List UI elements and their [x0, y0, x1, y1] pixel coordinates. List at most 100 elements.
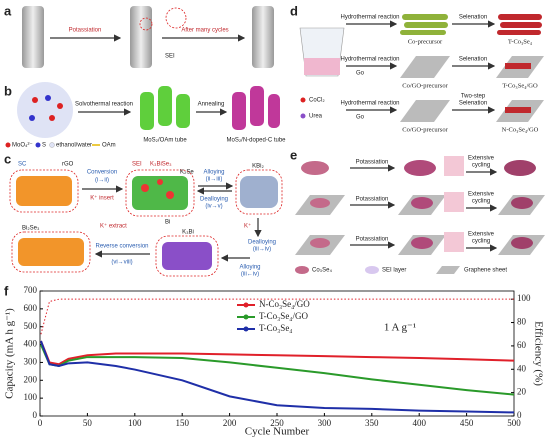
x-tick-label: 150 — [175, 418, 189, 428]
step-label: cycling — [472, 199, 490, 205]
label: K⁺ — [244, 223, 251, 230]
step-label: Potassiation — [356, 197, 389, 203]
step-label: Hydrothermal reaction — [340, 15, 399, 21]
magenta-tubes — [232, 86, 280, 130]
group — [9, 169, 79, 213]
caption: T-Co₃Se₄/GO — [502, 82, 538, 89]
legend-label: T-Co₃Se₄ — [259, 323, 292, 333]
tube — [252, 6, 274, 68]
panel-label: d — [290, 3, 298, 18]
panel-b: b Solvothermal reaction Annealing MoS₂/O… — [4, 82, 286, 149]
rods — [505, 107, 531, 113]
step-label: Hydrothermal reaction — [340, 101, 399, 107]
y2-tick-label: 40 — [517, 363, 527, 373]
panel-label: e — [290, 147, 297, 162]
x-tick-label: 450 — [460, 418, 474, 428]
caption: N-Co₃Se₄/GO — [502, 126, 539, 133]
legend-label: ethanol/water — [56, 143, 92, 149]
x-tick-label: 50 — [83, 418, 93, 428]
step-label: Selenation — [459, 15, 487, 21]
legend-icon — [35, 142, 41, 148]
y-tick-label: 400 — [24, 339, 38, 349]
row — [295, 192, 545, 215]
series-line — [40, 340, 515, 414]
row — [295, 232, 545, 255]
group — [235, 169, 283, 215]
row — [301, 156, 536, 176]
step-label: (i→ii) — [95, 178, 109, 184]
step-label: Annealing — [198, 102, 225, 108]
particles — [240, 176, 278, 208]
series-line — [40, 344, 515, 396]
step-label: Alloying — [239, 265, 260, 271]
panel-label: a — [4, 3, 12, 18]
label: SEI — [165, 54, 175, 60]
particles — [18, 238, 84, 266]
label: KBi₂ — [252, 164, 264, 170]
ion — [32, 97, 38, 103]
label: SC — [18, 162, 27, 168]
step-label: K⁺ insert — [90, 195, 114, 202]
y2-tick-label: 80 — [517, 317, 527, 327]
step-label: Extensive — [468, 192, 495, 198]
y-tick-label: 500 — [24, 321, 38, 331]
label: CoCl₂ — [309, 98, 325, 104]
x-tick-label: 500 — [507, 418, 521, 428]
x-tick-label: 250 — [270, 418, 284, 428]
legend-icon — [436, 266, 460, 274]
step-label: cycling — [472, 163, 490, 169]
step-label: Go — [356, 115, 365, 121]
molecule — [300, 97, 306, 103]
solution — [304, 58, 340, 75]
step-label: (iii←iv) — [241, 272, 259, 278]
group — [125, 169, 195, 217]
x-axis-label: Cycle Number — [245, 426, 310, 438]
y2-tick-label: 20 — [517, 387, 527, 397]
label: Bi₂Se₃ — [22, 226, 40, 232]
molecule — [300, 113, 306, 119]
label: K₃Bi — [182, 230, 194, 236]
step-label: cycling — [472, 239, 490, 245]
step-label: Potassiation — [356, 160, 389, 166]
caption: Co/GO-precursor — [402, 82, 448, 89]
y-tick-label: 200 — [24, 374, 38, 384]
caption: MoS₂/OAm tube — [143, 138, 187, 144]
sheet — [400, 56, 450, 78]
particle — [141, 184, 149, 192]
x-tick-label: 400 — [412, 418, 426, 428]
efficiency-line — [40, 298, 514, 335]
legend-icon — [49, 142, 55, 148]
step-label: (iii→iv) — [253, 247, 271, 253]
legend-icon — [5, 142, 11, 148]
step-label: Solvothermal reaction — [75, 102, 133, 108]
step-label: (vi→viii) — [111, 260, 132, 266]
panel-f: f 0 50 100 150 200 250 300 350 400 450 50001002003… — [4, 283, 545, 437]
panel-c: c SC rGO Conversion (i→ii) K⁺ insert SEI… — [4, 151, 283, 278]
series-line — [40, 340, 515, 366]
ion — [29, 115, 35, 121]
rods — [505, 63, 531, 69]
legend-icon — [295, 266, 309, 274]
x-tick-label: 100 — [128, 418, 142, 428]
particles — [16, 176, 72, 206]
caption: Co-precursor — [408, 38, 443, 45]
rods — [497, 14, 542, 35]
label: Bi — [165, 220, 170, 226]
x-tick-label: 350 — [365, 418, 379, 428]
step-label: Reverse conversion — [95, 244, 148, 250]
particles — [162, 242, 212, 270]
x-tick-label: 300 — [318, 418, 332, 428]
legend-marker — [243, 326, 249, 332]
rods — [400, 14, 448, 35]
label: Urea — [309, 114, 323, 120]
particle — [166, 191, 174, 199]
group — [11, 231, 91, 273]
step-label: Dealloying — [248, 240, 276, 246]
legend-label: Graphene sheet — [464, 268, 507, 274]
zoom — [165, 7, 187, 29]
y-axis-label: Capacity (mA h g⁻¹) — [4, 308, 16, 399]
panel-label: b — [4, 83, 12, 98]
y2-tick-label: 100 — [517, 293, 531, 303]
particle — [157, 179, 163, 185]
y-tick-label: 100 — [24, 392, 38, 402]
